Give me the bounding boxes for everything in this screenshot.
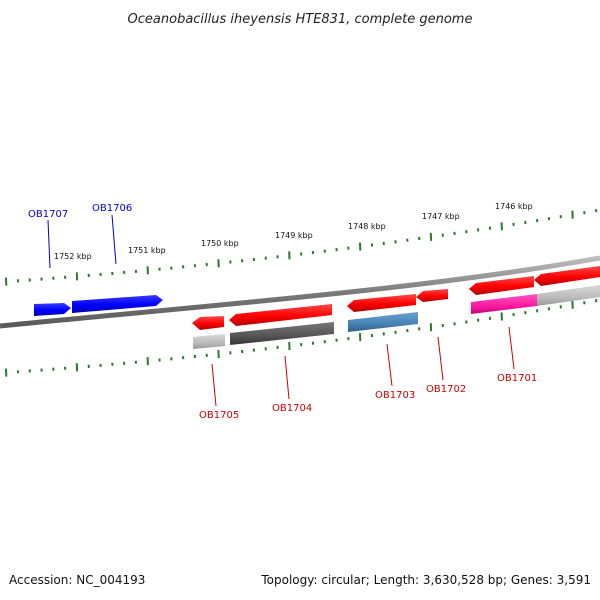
kbp-label: 1749 kbp xyxy=(275,231,313,240)
gene-arrow-adjacent[interactable] xyxy=(534,266,600,286)
gene-label-ob1702[interactable]: OB1702 xyxy=(426,384,466,395)
gene-label-ob1706[interactable]: OB1706 xyxy=(92,203,132,214)
gene-arrow-ob1703[interactable] xyxy=(347,294,416,312)
inner-ruler-ticks xyxy=(5,299,598,377)
kbp-label: 1748 kbp xyxy=(348,222,386,231)
gene-arrow-ob1701[interactable] xyxy=(469,276,534,295)
feature-bar-blue xyxy=(348,312,418,332)
kbp-label: 1751 kbp xyxy=(128,246,166,255)
gene-arrow-ob1707[interactable] xyxy=(34,303,71,316)
accession-text: Accession: NC_004193 xyxy=(9,573,146,587)
outer-ruler-ticks xyxy=(5,209,598,286)
kbp-label: 1747 kbp xyxy=(422,212,460,221)
gene-label-ob1704[interactable]: OB1704 xyxy=(272,403,312,414)
genome-title: Oceanobacillus iheyensis HTE831, complet… xyxy=(128,12,473,27)
feature-bar-gray xyxy=(193,334,225,349)
leader-line-ob1705 xyxy=(211,363,217,407)
feature-bar-light xyxy=(537,285,600,306)
leader-line-ob1704 xyxy=(284,355,290,400)
gene-label-ob1701[interactable]: OB1701 xyxy=(497,373,537,384)
leader-line-ob1706 xyxy=(111,214,117,265)
gene-label-ob1707[interactable]: OB1707 xyxy=(28,209,68,220)
feature-bar-magenta xyxy=(471,294,537,314)
gene-arrow-ob1706[interactable] xyxy=(72,295,163,313)
kbp-label: 1746 kbp xyxy=(495,202,533,211)
leader-line-ob1707 xyxy=(47,219,51,269)
gene-arrow-ob1704[interactable] xyxy=(229,304,332,326)
feature-bar-dark xyxy=(230,322,334,345)
gene-label-ob1703[interactable]: OB1703 xyxy=(375,390,415,401)
genome-backbone xyxy=(0,255,600,329)
kbp-label: 1752 kbp xyxy=(54,252,92,261)
gene-arrow-ob1702[interactable] xyxy=(416,289,448,302)
gene-label-ob1705[interactable]: OB1705 xyxy=(199,410,239,421)
genome-stats-text: Topology: circular; Length: 3,630,528 bp… xyxy=(261,573,591,587)
kbp-label: 1750 kbp xyxy=(201,239,239,248)
leader-line-ob1703 xyxy=(386,343,393,387)
leader-line-ob1701 xyxy=(508,326,515,370)
gene-arrow-ob1705[interactable] xyxy=(192,316,224,330)
leader-line-ob1702 xyxy=(437,336,444,381)
